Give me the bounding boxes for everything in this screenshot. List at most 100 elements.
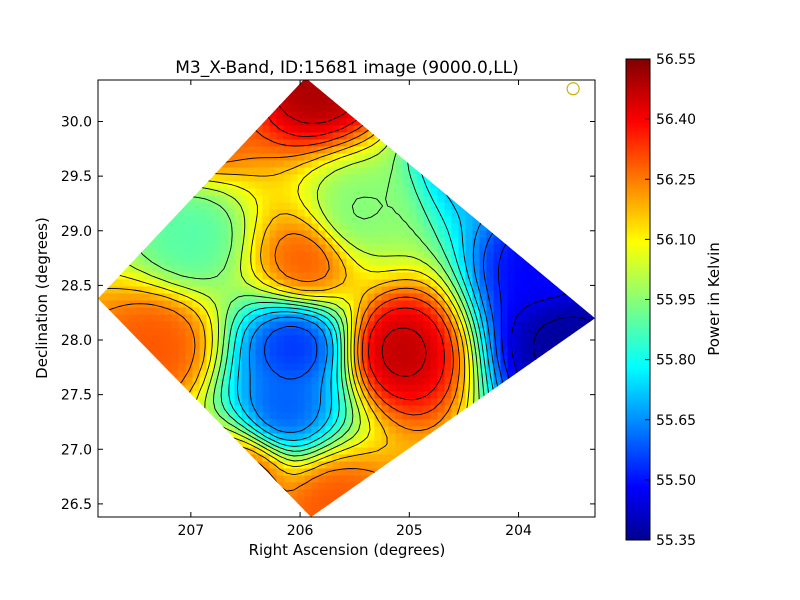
heatmap-cell bbox=[577, 370, 586, 379]
heatmap-cell bbox=[493, 363, 502, 372]
heatmap-cell bbox=[402, 132, 411, 141]
heatmap-cell bbox=[360, 426, 369, 435]
heatmap-cell bbox=[122, 132, 131, 141]
heatmap-cell bbox=[234, 433, 243, 442]
heatmap-cell bbox=[402, 244, 411, 253]
heatmap-cell bbox=[108, 482, 117, 491]
heatmap-cell bbox=[241, 251, 250, 260]
heatmap-cell bbox=[577, 377, 586, 386]
heatmap-cell bbox=[409, 251, 418, 260]
heatmap-cell bbox=[465, 104, 474, 113]
heatmap-cell bbox=[584, 293, 593, 302]
heatmap-cell bbox=[332, 90, 341, 99]
heatmap-cell bbox=[262, 125, 271, 134]
heatmap-cell bbox=[339, 363, 348, 372]
heatmap-cell bbox=[437, 307, 446, 316]
heatmap-cell bbox=[143, 146, 152, 155]
heatmap-cell bbox=[178, 90, 187, 99]
heatmap-cell bbox=[318, 279, 327, 288]
heatmap-cell bbox=[437, 321, 446, 330]
heatmap-cell bbox=[199, 90, 208, 99]
heatmap-cell bbox=[479, 370, 488, 379]
heatmap-cell bbox=[535, 181, 544, 190]
heatmap-cell bbox=[535, 363, 544, 372]
heatmap-cell bbox=[458, 83, 467, 92]
heatmap-cell bbox=[101, 328, 110, 337]
heatmap-cell bbox=[220, 160, 229, 169]
heatmap-cell bbox=[199, 384, 208, 393]
heatmap-cell bbox=[528, 230, 537, 239]
heatmap-cell bbox=[381, 244, 390, 253]
heatmap-cell bbox=[549, 328, 558, 337]
heatmap-cell bbox=[304, 181, 313, 190]
heatmap-cell bbox=[493, 398, 502, 407]
heatmap-cell bbox=[360, 104, 369, 113]
heatmap-cell bbox=[549, 111, 558, 120]
heatmap-cell bbox=[318, 265, 327, 274]
heatmap-cell bbox=[507, 391, 516, 400]
heatmap-cell bbox=[549, 83, 558, 92]
heatmap-cell bbox=[115, 146, 124, 155]
heatmap-cell bbox=[255, 489, 264, 498]
heatmap-cell bbox=[108, 314, 117, 323]
heatmap-cell bbox=[185, 139, 194, 148]
heatmap-cell bbox=[465, 307, 474, 316]
heatmap-cell bbox=[185, 503, 194, 512]
heatmap-cell bbox=[199, 132, 208, 141]
heatmap-cell bbox=[339, 153, 348, 162]
heatmap-cell bbox=[157, 216, 166, 225]
heatmap-cell bbox=[290, 153, 299, 162]
heatmap-cell bbox=[248, 426, 257, 435]
heatmap-cell bbox=[185, 230, 194, 239]
heatmap-cell bbox=[563, 111, 572, 120]
heatmap-cell bbox=[108, 223, 117, 232]
heatmap-cell bbox=[122, 314, 131, 323]
heatmap-cell bbox=[220, 139, 229, 148]
heatmap-cell bbox=[255, 293, 264, 302]
heatmap-cell bbox=[304, 216, 313, 225]
heatmap-cell bbox=[542, 125, 551, 134]
heatmap-cell bbox=[234, 153, 243, 162]
heatmap-cell bbox=[213, 503, 222, 512]
heatmap-cell bbox=[248, 195, 257, 204]
heatmap-cell bbox=[486, 419, 495, 428]
heatmap-cell bbox=[381, 188, 390, 197]
heatmap-cell bbox=[304, 342, 313, 351]
heatmap-cell bbox=[521, 125, 530, 134]
heatmap-cell bbox=[528, 454, 537, 463]
heatmap-cell bbox=[507, 314, 516, 323]
heatmap-cell bbox=[563, 251, 572, 260]
heatmap-cell bbox=[192, 209, 201, 218]
heatmap-cell bbox=[122, 391, 131, 400]
heatmap-cell bbox=[395, 111, 404, 120]
heatmap-cell bbox=[388, 363, 397, 372]
heatmap-cell bbox=[374, 202, 383, 211]
heatmap-cell bbox=[185, 251, 194, 260]
heatmap-cell bbox=[374, 195, 383, 204]
heatmap-cell bbox=[521, 258, 530, 267]
heatmap-cell bbox=[466, 518, 474, 526]
heatmap-cell bbox=[451, 293, 460, 302]
heatmap-cell bbox=[444, 181, 453, 190]
heatmap-cell bbox=[255, 335, 264, 344]
heatmap-cell bbox=[486, 328, 495, 337]
heatmap-cell bbox=[157, 104, 166, 113]
heatmap-cell bbox=[472, 412, 481, 421]
heatmap-cell bbox=[388, 440, 397, 449]
heatmap-cell bbox=[563, 118, 572, 127]
heatmap-cell bbox=[269, 146, 278, 155]
heatmap-cell bbox=[101, 419, 110, 428]
heatmap-cell bbox=[493, 139, 502, 148]
heatmap-cell bbox=[129, 237, 138, 246]
heatmap-cell bbox=[290, 181, 299, 190]
heatmap-cell bbox=[444, 132, 453, 141]
heatmap-cell bbox=[213, 160, 222, 169]
heatmap-cell bbox=[563, 272, 572, 281]
heatmap-cell bbox=[493, 412, 502, 421]
heatmap-cell bbox=[248, 139, 257, 148]
heatmap-cell bbox=[346, 146, 355, 155]
heatmap-cell bbox=[290, 440, 299, 449]
heatmap-cell bbox=[514, 279, 523, 288]
heatmap-cell bbox=[122, 384, 131, 393]
heatmap-cell bbox=[255, 167, 264, 176]
